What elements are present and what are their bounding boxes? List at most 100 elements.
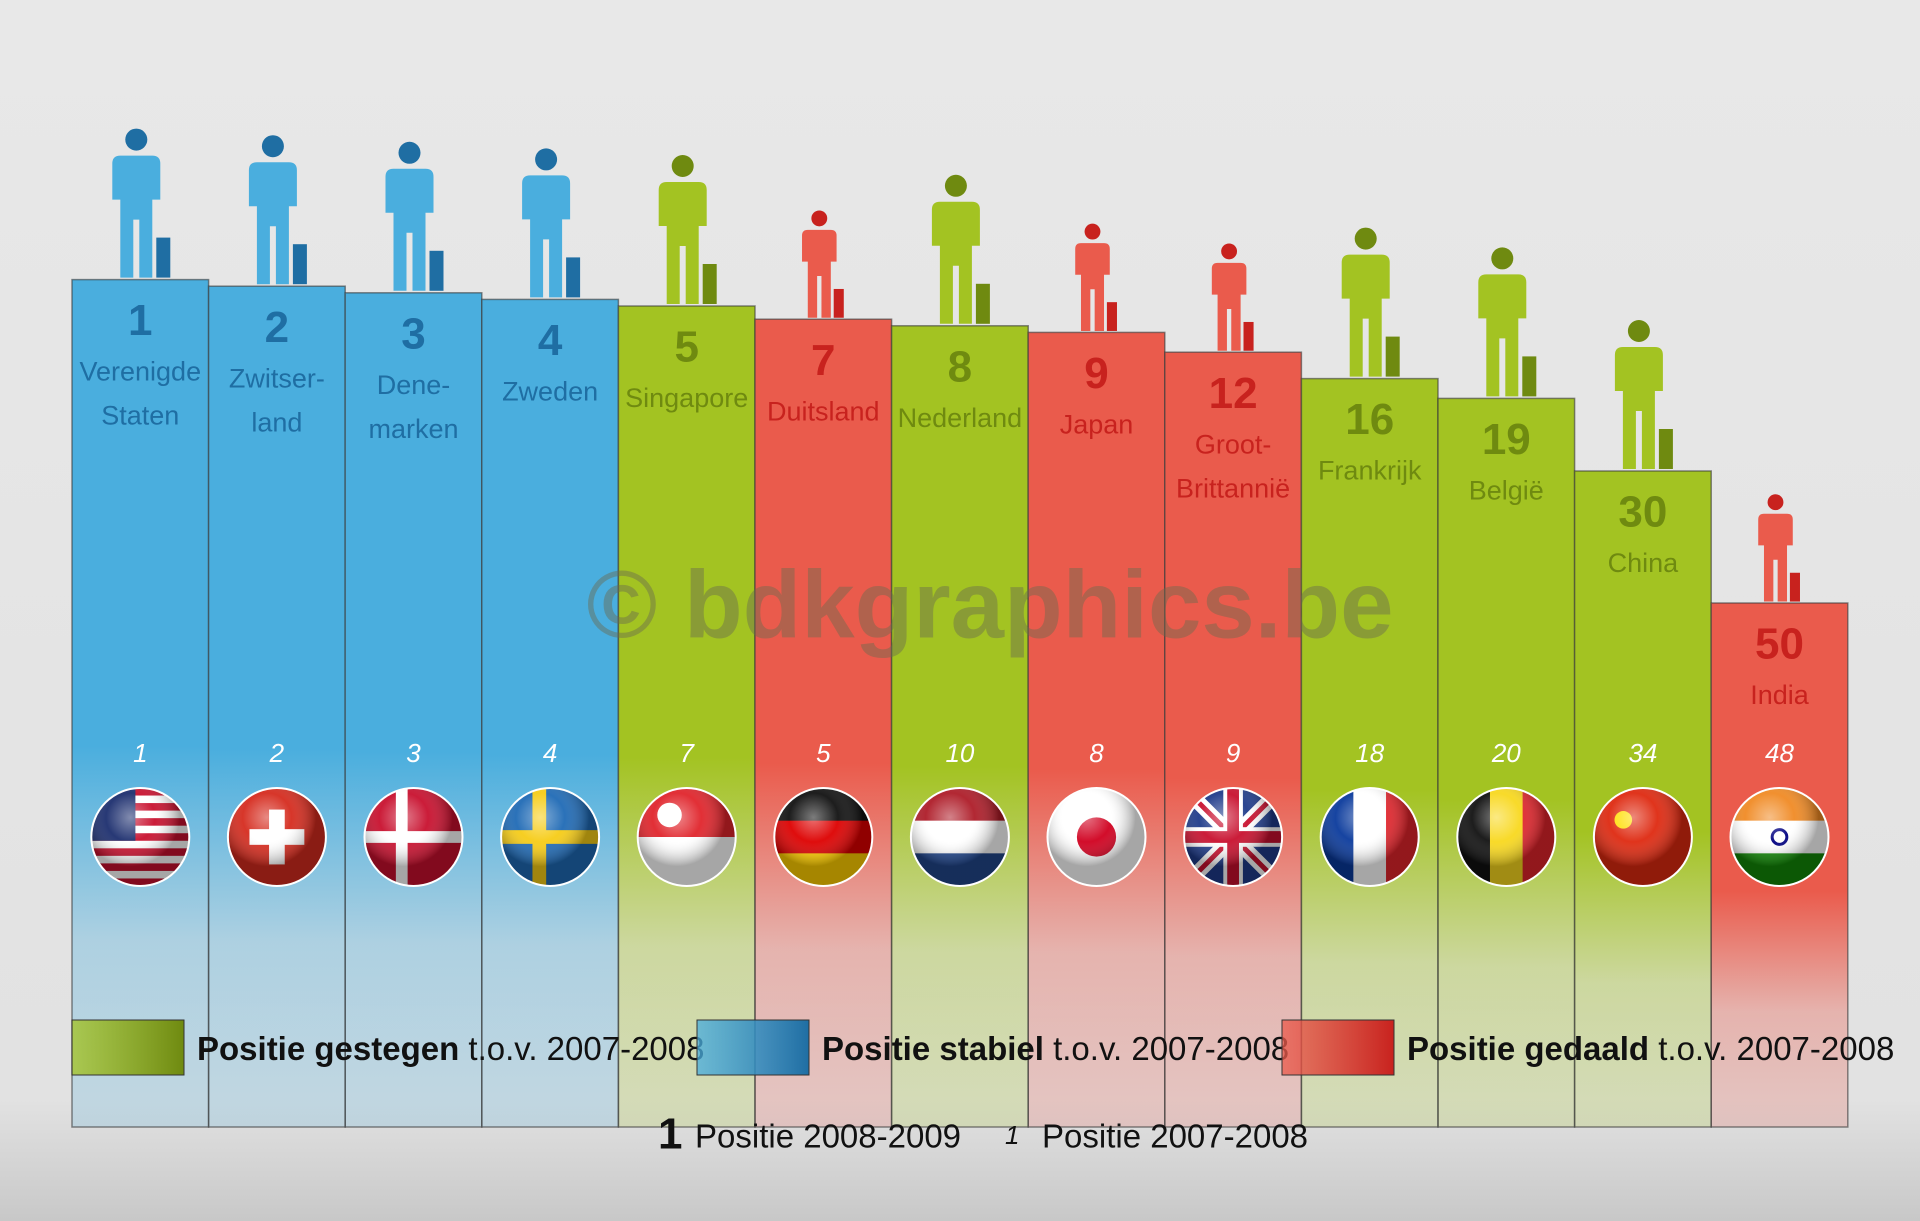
bar — [481, 298, 620, 1128]
flag-gloss — [226, 787, 327, 887]
country-name: marken — [368, 414, 458, 444]
footer-text: Positie 2007-2008 — [1042, 1118, 1308, 1155]
flag-gloss — [909, 787, 1010, 887]
footer-text: Positie 2008-2009 — [695, 1118, 961, 1155]
legend-label: Positie gestegen t.o.v. 2007-2008 — [197, 1030, 704, 1067]
country-name: Verenigde — [79, 357, 201, 387]
person-body — [112, 155, 161, 278]
person-body — [385, 168, 434, 291]
legend-bold: Positie gedaald — [1407, 1030, 1649, 1067]
footer-symbol: 1 — [658, 1110, 682, 1159]
watermark: © bdkgraphics.be — [587, 551, 1394, 658]
country-name: Singapore — [625, 383, 748, 413]
person-icon — [802, 210, 844, 318]
person-head — [125, 128, 148, 151]
person-body — [1075, 243, 1110, 331]
person-body — [522, 175, 571, 298]
rank-label: 3 — [401, 309, 425, 358]
person-body — [248, 162, 297, 285]
person-icon — [1478, 247, 1537, 397]
briefcase — [1789, 572, 1800, 602]
flag-gloss — [1729, 787, 1830, 887]
legend-label: Positie stabiel t.o.v. 2007-2008 — [822, 1030, 1289, 1067]
legend-text: t.o.v. 2007-2008 — [459, 1030, 704, 1067]
person-body — [802, 229, 837, 318]
flag-gloss — [1592, 787, 1693, 887]
flag-gloss — [1456, 787, 1557, 887]
footer-symbol: 1 — [1005, 1120, 1019, 1150]
previous-rank: 3 — [406, 738, 421, 768]
rank-label: 50 — [1755, 620, 1804, 669]
previous-rank: 10 — [945, 738, 974, 768]
country-name: Japan — [1060, 410, 1134, 440]
rank-label: 9 — [1084, 349, 1108, 398]
flag-gloss — [500, 787, 601, 887]
person-head — [261, 135, 284, 158]
flag-gloss — [773, 787, 874, 887]
bar — [1300, 377, 1439, 1128]
rank-label: 8 — [948, 342, 972, 391]
person-head — [398, 141, 421, 164]
country-name: België — [1469, 476, 1544, 506]
person-head — [1767, 494, 1784, 511]
rank-label: 16 — [1345, 395, 1394, 444]
country-name: Staten — [101, 401, 179, 431]
bar — [1164, 351, 1303, 1128]
flag-gloss — [90, 787, 191, 887]
briefcase — [1658, 429, 1673, 469]
person-body — [1341, 254, 1390, 377]
person-icon — [522, 148, 581, 298]
bar — [344, 292, 483, 1128]
country-name: Dene- — [377, 370, 451, 400]
briefcase — [1522, 356, 1537, 397]
rank-label: 1 — [128, 296, 152, 345]
legend-label: Positie gedaald t.o.v. 2007-2008 — [1407, 1030, 1894, 1067]
flag-gloss — [1046, 787, 1147, 887]
person-body — [1211, 262, 1247, 351]
rank-label: 4 — [538, 316, 563, 365]
bar — [71, 278, 210, 1128]
briefcase — [566, 257, 581, 298]
briefcase — [1385, 336, 1400, 377]
rank-label: 12 — [1209, 369, 1258, 418]
previous-rank: 5 — [816, 738, 831, 768]
person-head — [671, 155, 694, 177]
previous-rank: 18 — [1355, 738, 1384, 768]
briefcase — [702, 264, 717, 304]
person-head — [1354, 227, 1377, 250]
country-name: Groot- — [1195, 429, 1272, 459]
person-icon — [1614, 320, 1673, 469]
briefcase — [292, 244, 307, 285]
country-name: land — [251, 407, 302, 437]
legend-bold: Positie gestegen — [197, 1030, 459, 1067]
country-name: India — [1750, 680, 1810, 710]
person-head — [944, 174, 967, 197]
rank-label: 2 — [265, 303, 289, 352]
person-icon — [1075, 223, 1117, 331]
legend-bold: Positie stabiel — [822, 1030, 1044, 1067]
previous-rank: 8 — [1089, 738, 1104, 768]
person-head — [535, 148, 558, 171]
person-head — [1084, 223, 1101, 240]
bar — [1027, 331, 1166, 1128]
person-icon — [112, 128, 171, 278]
rank-label: 30 — [1618, 488, 1667, 537]
bar — [890, 325, 1029, 1128]
flag-gloss — [363, 787, 464, 887]
person-icon — [1341, 227, 1400, 377]
rank-label: 19 — [1482, 415, 1531, 464]
country-name: Zweden — [502, 377, 598, 407]
legend-text: t.o.v. 2007-2008 — [1649, 1030, 1894, 1067]
flag-gloss — [1319, 787, 1420, 887]
bar — [754, 318, 893, 1128]
previous-rank: 48 — [1765, 738, 1794, 768]
person-icon — [1758, 494, 1800, 602]
person-head — [811, 210, 828, 227]
person-head — [1491, 247, 1514, 270]
briefcase — [1243, 321, 1254, 351]
rank-label: 7 — [811, 336, 835, 385]
person-icon — [931, 174, 990, 324]
country-name: Zwitser- — [229, 363, 325, 393]
person-body — [1758, 513, 1793, 602]
